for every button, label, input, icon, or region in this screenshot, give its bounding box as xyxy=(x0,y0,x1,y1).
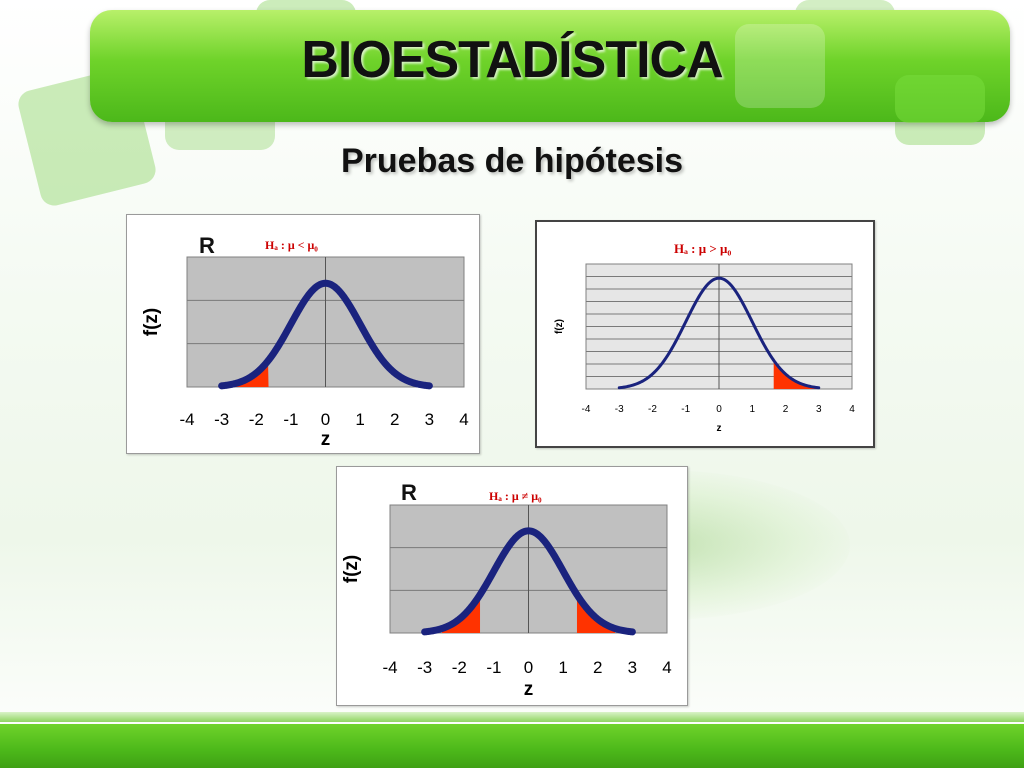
x-tick-label: -4 xyxy=(382,658,397,677)
chart-right-tail: -4 -3 -2 -1 0 1 2 3 4 z f(z) Hₐ : μ > μ₀ xyxy=(535,220,875,448)
x-tick-label: 4 xyxy=(459,410,468,429)
chart-left-tail-svg: -4 -3 -2 -1 0 1 2 3 4 z f(z) R Hₐ : μ < μ₀ xyxy=(141,233,469,450)
density-curve xyxy=(617,276,821,390)
x-tick-label: -3 xyxy=(214,410,229,429)
x-tick-label: 2 xyxy=(390,410,399,429)
x-tick-label: -2 xyxy=(249,410,264,429)
x-tick-label: -1 xyxy=(486,658,501,677)
rejection-region xyxy=(773,360,819,389)
x-tick-label: 4 xyxy=(662,658,671,677)
hypothesis-label: Hₐ : μ < μ₀ xyxy=(265,238,318,252)
x-tick-label: 3 xyxy=(628,658,637,677)
x-tick-label: 4 xyxy=(849,404,855,415)
hypothesis-label: Hₐ : μ ≠ μ₀ xyxy=(489,489,542,503)
x-tick-label: -3 xyxy=(615,404,624,415)
y-axis-label: f(z) xyxy=(341,555,362,583)
x-axis-label: z xyxy=(321,429,331,450)
x-tick-label: 3 xyxy=(425,410,434,429)
x-tick-label: -3 xyxy=(417,658,432,677)
y-axis-label: f(z) xyxy=(141,308,162,336)
chart-two-tail-svg: -4 -3 -2 -1 0 1 2 3 4 z f(z) R Hₐ : μ ≠ μ₀ xyxy=(341,480,672,700)
decorative-square xyxy=(735,24,825,108)
x-tick-label: 3 xyxy=(816,404,822,415)
x-tick-label: 0 xyxy=(716,404,722,415)
x-tick-label: 1 xyxy=(558,658,567,677)
x-tick-label: -1 xyxy=(681,404,690,415)
density-curve xyxy=(218,279,433,390)
x-axis-label: z xyxy=(524,679,534,700)
x-tick-label: 1 xyxy=(749,404,755,415)
x-tick-label: 0 xyxy=(524,658,533,677)
chart-right-tail-svg: -4 -3 -2 -1 0 1 2 3 4 z f(z) Hₐ : μ > μ₀ xyxy=(554,241,855,434)
x-tick-label: 0 xyxy=(321,410,330,429)
hypothesis-label: Hₐ : μ > μ₀ xyxy=(674,241,731,256)
rejection-region xyxy=(576,594,616,633)
footer-bar xyxy=(0,724,1024,768)
corner-label: R xyxy=(401,480,417,505)
slide-title: BIOESTADÍSTICA xyxy=(301,31,723,89)
x-tick-label: 2 xyxy=(783,404,789,415)
slide-subtitle: Pruebas de hipótesis xyxy=(341,142,683,180)
y-axis-label: f(z) xyxy=(554,319,565,334)
rejection-region xyxy=(441,594,481,633)
x-tick-label: -2 xyxy=(648,404,657,415)
x-tick-label: -4 xyxy=(179,410,194,429)
x-tick-label: -1 xyxy=(283,410,298,429)
x-tick-label: 2 xyxy=(593,658,602,677)
title-banner xyxy=(90,10,1010,122)
density-curve xyxy=(421,527,636,636)
chart-left-tail: -4 -3 -2 -1 0 1 2 3 4 z f(z) R Hₐ : μ < μ₀ xyxy=(126,214,480,454)
corner-label: R xyxy=(199,233,215,258)
x-tick-label: -4 xyxy=(582,404,591,415)
x-axis-label: z xyxy=(717,423,722,434)
x-tick-label: 1 xyxy=(355,410,364,429)
footer-stripe xyxy=(0,712,1024,722)
decorative-square xyxy=(895,75,985,123)
x-tick-label: -2 xyxy=(452,658,467,677)
chart-two-tail: -4 -3 -2 -1 0 1 2 3 4 z f(z) R Hₐ : μ ≠ μ₀ xyxy=(336,466,688,706)
rejection-region xyxy=(221,360,269,387)
